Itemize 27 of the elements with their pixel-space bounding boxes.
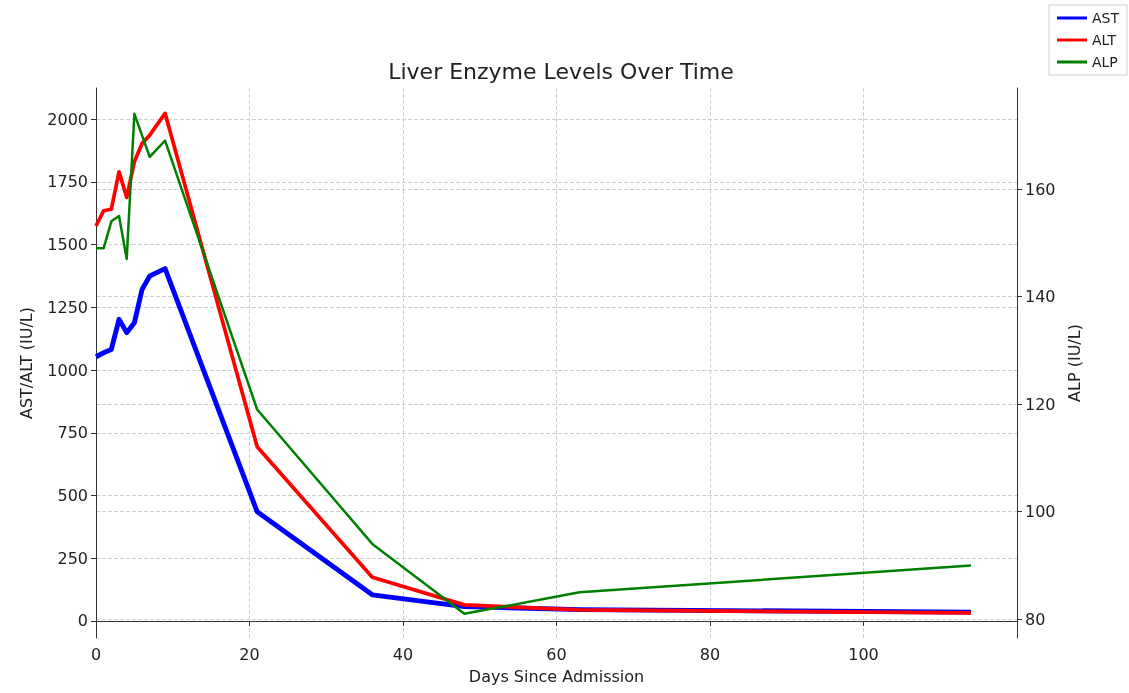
y-tick-label: 1500 <box>47 235 88 255</box>
y2-tick-label: 100 <box>1025 502 1056 522</box>
y-tick-label: 1000 <box>47 360 88 380</box>
x-tick-label: 0 <box>90 644 102 664</box>
chart-title: Liver Enzyme Levels Over Time <box>388 58 734 84</box>
y-tick-label: 750 <box>57 423 88 443</box>
y-axis-title: AST/ALT (IU/L) <box>16 307 36 419</box>
legend-label: ALP <box>1091 54 1118 70</box>
y2-tick-label: 80 <box>1025 609 1046 629</box>
y-tick-label: 250 <box>57 548 88 568</box>
y-tick-label: 1750 <box>47 172 88 192</box>
y-tick-label: 0 <box>77 611 88 631</box>
y2-tick-label: 140 <box>1025 287 1056 307</box>
y2-tick-label: 120 <box>1025 394 1056 414</box>
y-tick-label: 500 <box>57 485 88 505</box>
legend-label: AST <box>1091 10 1120 26</box>
y-tick-label: 2000 <box>47 109 88 129</box>
x-tick-label: 80 <box>699 644 721 664</box>
x-tick-label: 60 <box>546 644 567 664</box>
x-tick-label: 40 <box>392 644 414 664</box>
y2-axis-title: ALP (IU/L) <box>1064 324 1084 402</box>
x-tick-label: 100 <box>848 644 879 664</box>
x-axis-title: Days Since Admission <box>468 666 645 686</box>
legend-label: ALT <box>1091 32 1117 48</box>
y-tick-label: 1250 <box>47 297 88 317</box>
y2-tick-label: 160 <box>1025 179 1056 199</box>
x-tick-label: 20 <box>239 644 260 664</box>
